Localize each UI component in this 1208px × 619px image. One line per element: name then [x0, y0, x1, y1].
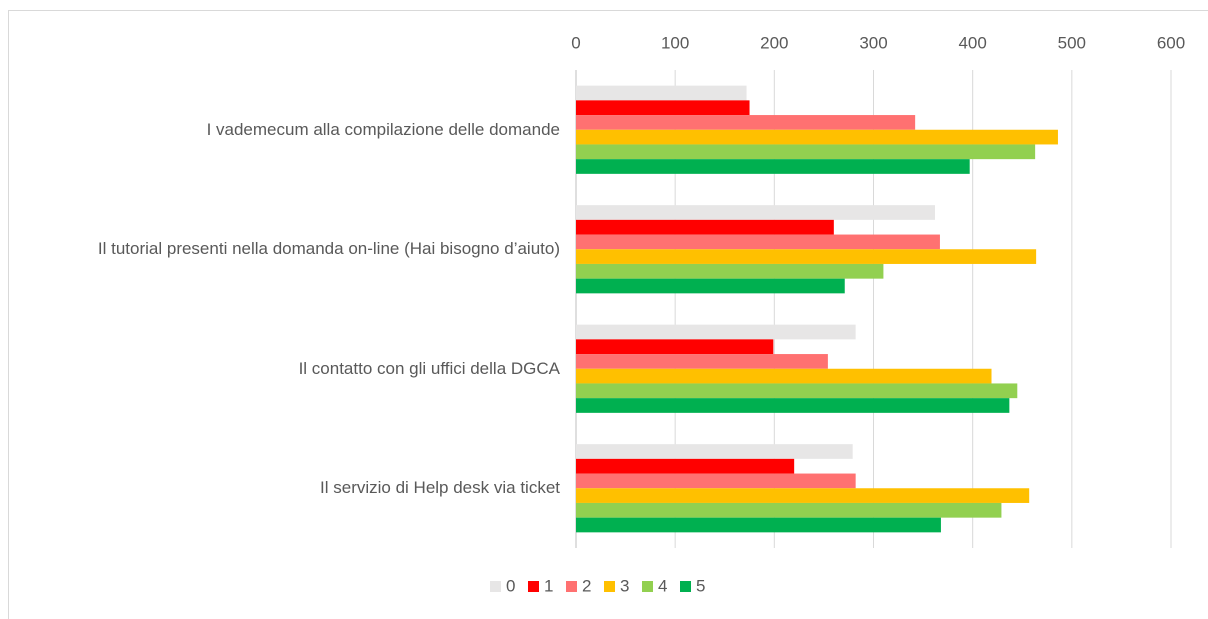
legend-swatch — [528, 581, 539, 592]
bar — [576, 458, 795, 474]
bar — [576, 383, 1018, 399]
bar — [576, 398, 1010, 413]
legend-swatch — [642, 581, 653, 592]
legend-label: 5 — [696, 576, 705, 595]
bar — [576, 85, 747, 101]
bar — [576, 144, 1036, 160]
x-tick-label: 600 — [1157, 33, 1185, 52]
category-label-box: Il tutorial presenti nella domanda on-li… — [10, 219, 560, 279]
x-tick-label: 400 — [958, 33, 986, 52]
legend-swatch — [490, 581, 501, 592]
category-label-box: I vademecum alla compilazione delle doma… — [10, 100, 560, 160]
y-tick-label: Il tutorial presenti nella domanda on-li… — [97, 239, 560, 259]
x-tick-label: 500 — [1058, 33, 1086, 52]
legend-label: 2 — [582, 576, 591, 595]
bar — [576, 234, 940, 250]
legend-swatch — [566, 581, 577, 592]
y-tick-label: Il contatto con gli uffici della DGCA — [298, 358, 560, 378]
bar — [576, 339, 774, 355]
x-tick-label: 0 — [571, 33, 580, 52]
legend-label: 4 — [658, 576, 667, 595]
chart-border — [8, 10, 1208, 619]
legend-label: 1 — [544, 576, 553, 595]
bar — [576, 488, 1030, 503]
y-tick-label: Il servizio di Help desk via ticket — [320, 478, 560, 498]
bar — [576, 249, 1037, 264]
bar — [576, 354, 828, 369]
bar — [576, 115, 916, 130]
bar — [576, 517, 941, 533]
legend-label: 3 — [620, 576, 629, 595]
bar — [576, 263, 884, 279]
x-tick-label: 200 — [760, 33, 788, 52]
bar — [576, 473, 856, 489]
x-tick-label: 300 — [859, 33, 887, 52]
y-tick-label: I vademecum alla compilazione delle doma… — [206, 119, 560, 139]
category-label-box: Il servizio di Help desk via ticket — [10, 458, 560, 518]
legend-label: 0 — [506, 576, 515, 595]
category-label-box: Il contatto con gli uffici della DGCA — [10, 339, 560, 399]
bar — [576, 278, 845, 294]
bar — [576, 159, 970, 174]
bar — [576, 205, 935, 220]
bar — [576, 324, 856, 340]
legend-swatch — [604, 581, 615, 592]
bar — [576, 502, 1002, 518]
bar — [576, 129, 1058, 145]
bar — [576, 219, 834, 235]
bar — [576, 100, 750, 116]
bar — [576, 368, 992, 384]
bar — [576, 444, 853, 459]
legend-swatch — [680, 581, 691, 592]
x-tick-label: 100 — [661, 33, 689, 52]
